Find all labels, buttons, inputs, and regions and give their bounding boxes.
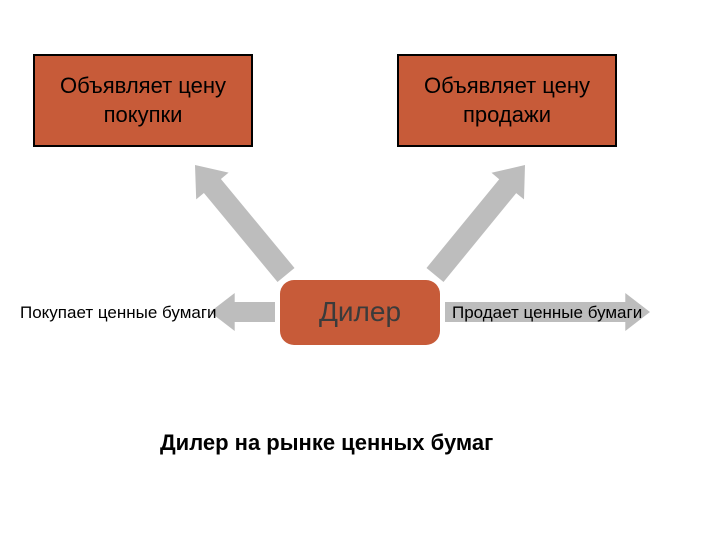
label-buys-securities: Покупает ценные бумаги <box>20 303 217 323</box>
box-dealer: Дилер <box>280 280 440 345</box>
label-sells-securities: Продает ценные бумаги <box>452 303 642 323</box>
diagram-caption: Дилер на рынке ценных бумаг <box>160 430 493 456</box>
arrow-sells-securities <box>0 0 720 540</box>
